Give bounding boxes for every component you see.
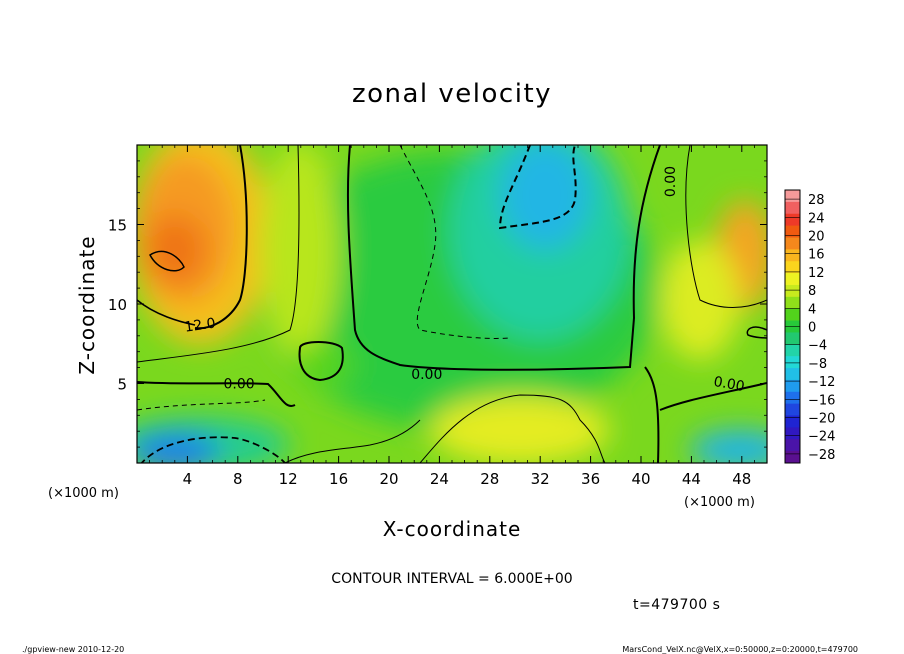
contour-label: 12.0: [184, 316, 217, 336]
colorbar-segment: [785, 356, 800, 369]
colorbar-segment: [785, 201, 800, 215]
contour-label: 0.00: [663, 166, 679, 197]
colorbar-segment: [785, 427, 800, 440]
x-tick-label: 48: [732, 470, 751, 488]
footer-right: MarsCond_VelX.nc@VelX,x=0:50000,z=0:2000…: [622, 645, 858, 654]
x-tick-label: 40: [631, 470, 650, 488]
contour-label: 0.00: [411, 367, 442, 383]
colorbar: [784, 189, 801, 464]
footer-left: ./gpview-new 2010-12-20: [22, 645, 124, 654]
y-tick-label: 15: [108, 217, 127, 235]
colorbar-label: −4: [808, 339, 827, 354]
colorbar-label: 12: [808, 266, 825, 281]
colorbar-segment: [785, 344, 800, 357]
colorbar-label: 8: [808, 284, 816, 299]
colorbar-segment: [785, 296, 800, 310]
color-field: [137, 145, 767, 463]
x-tick-label: 36: [581, 470, 600, 488]
colorbar-segment: [785, 368, 800, 381]
x-tick-label: 24: [430, 470, 449, 488]
colorbar-segment: [785, 190, 800, 203]
x-unit-note-right: (×1000 m): [684, 495, 755, 510]
colorbar-segment: [785, 332, 800, 345]
colorbar-label: 28: [808, 193, 825, 208]
colorbar-label: −16: [808, 393, 835, 408]
colorbar-label: 16: [808, 248, 825, 263]
x-tick-label: 28: [480, 470, 499, 488]
colorbar-segment: [785, 379, 800, 393]
colorbar-segment: [785, 403, 800, 416]
colorbar-segment: [785, 261, 800, 274]
x-axis-ticks: 4 8 12 16 20 24 28 32 36 40 44 48: [149, 145, 755, 488]
colorbar-label: −12: [808, 375, 835, 390]
contour-label: 0.00: [712, 374, 745, 395]
x-tick-label: 20: [379, 470, 398, 488]
x-axis-label: X-coordinate: [383, 517, 522, 541]
colorbar-label: 4: [808, 302, 816, 317]
colorbar-segment: [785, 415, 800, 428]
colorbar-segment: [785, 273, 800, 286]
colorbar-label: −24: [808, 430, 835, 445]
x-tick-label: 16: [329, 470, 348, 488]
contour-labels: 12.0 0.00 0.00 0.00 0.00: [184, 166, 746, 395]
colorbar-segment: [785, 225, 800, 238]
x-tick-label: 44: [682, 470, 701, 488]
colorbar-segment: [785, 451, 800, 464]
contour-interval-text: CONTOUR INTERVAL = 6.000E+00: [331, 571, 572, 587]
colorbar-label: −28: [808, 448, 835, 463]
x-tick-label: 32: [531, 470, 550, 488]
colorbar-segment: [785, 439, 800, 452]
y-tick-label: 10: [108, 296, 127, 314]
colorbar-segment: [785, 237, 800, 250]
colorbar-segment: [785, 391, 800, 405]
colorbar-label: −8: [808, 357, 827, 372]
y-axis-ticks: 5 10 15: [108, 160, 767, 448]
x-tick-label: 12: [279, 470, 298, 488]
contour-label: 0.00: [223, 377, 254, 393]
colorbar-label: 0: [808, 321, 816, 336]
time-label: t=479700 s: [633, 597, 720, 613]
chart-title: zonal velocity: [352, 79, 552, 109]
colorbar-segment: [785, 284, 800, 298]
colorbar-segment: [785, 308, 800, 321]
colorbar-label: −20: [808, 412, 835, 427]
colorbar-label: 20: [808, 230, 825, 245]
x-unit-note-left: (×1000 m): [48, 486, 119, 501]
colorbar-segment: [785, 213, 800, 227]
y-axis-label: Z-coordinate: [75, 235, 99, 374]
y-tick-label: 5: [117, 376, 127, 394]
x-tick-label: 8: [233, 470, 243, 488]
colorbar-labels: 28 24 20 16 12 8 4 0 −4 −8 −12 −16 −20 −24 −28: [808, 193, 835, 463]
contour-lines: [137, 145, 767, 463]
x-tick-label: 4: [183, 470, 193, 488]
colorbar-label: 24: [808, 211, 825, 226]
colorbar-segment: [785, 249, 800, 262]
